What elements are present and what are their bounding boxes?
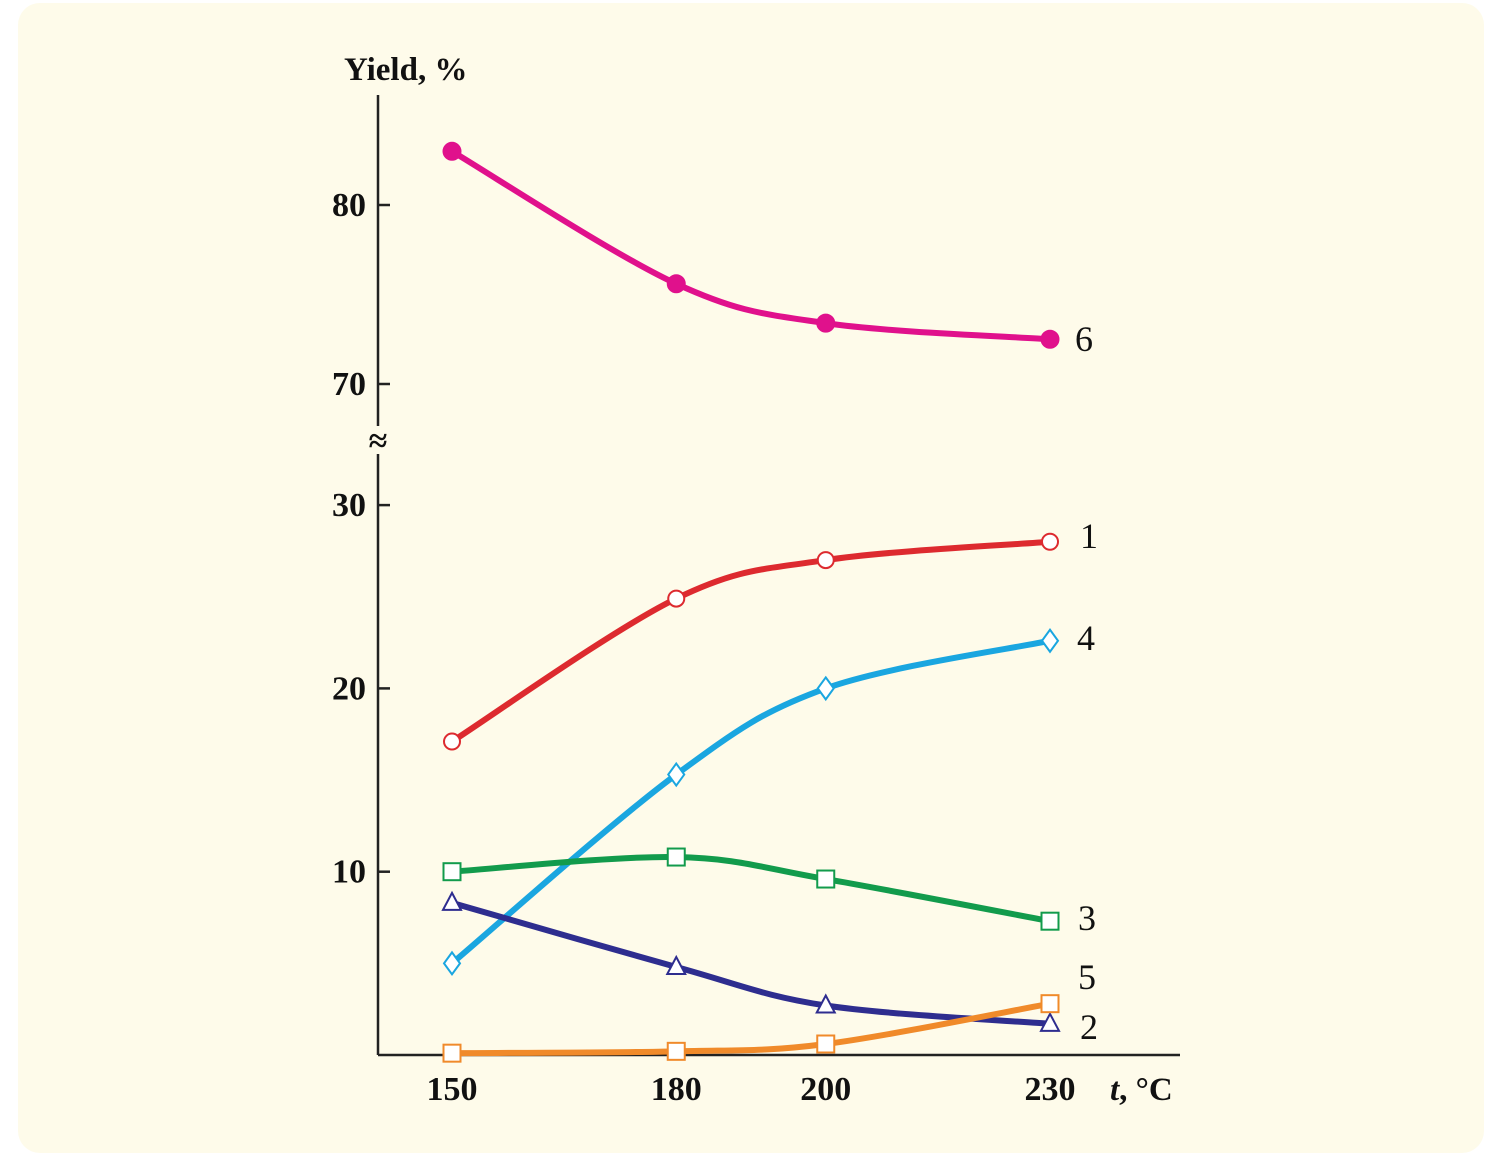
data-point: [667, 761, 686, 788]
data-point: [816, 675, 835, 702]
series-label: 2: [1080, 1007, 1098, 1047]
series-label: 3: [1078, 898, 1096, 938]
data-point: [442, 862, 462, 882]
y-tick-label: 70: [332, 366, 366, 403]
data-point: [666, 1041, 686, 1061]
series-layer: [441, 141, 1061, 1063]
series-line: [449, 637, 1053, 967]
y-tick-label: 10: [332, 854, 366, 891]
x-tick-label: 230: [1025, 1071, 1076, 1108]
x-axis-title: t, °C: [1110, 1072, 1173, 1108]
series-line: [449, 1000, 1053, 1057]
y-axis-title: Yield, %: [344, 52, 467, 88]
data-point: [1040, 329, 1060, 349]
series-6: [442, 141, 1060, 349]
data-point: [816, 313, 836, 333]
x-tick-label: 180: [651, 1071, 702, 1108]
data-point: [666, 274, 686, 294]
data-point: [1040, 628, 1060, 654]
data-point: [816, 1034, 836, 1054]
series-label: 4: [1077, 618, 1095, 658]
series-2: [442, 994, 1060, 1063]
series-line: [449, 148, 1053, 343]
series-line: [449, 853, 1053, 925]
data-point: [816, 869, 836, 889]
series-line: [449, 538, 1053, 745]
series-label: 1: [1080, 516, 1098, 556]
data-point: [815, 993, 837, 1014]
x-tick-label: 150: [427, 1071, 478, 1108]
data-point: [1041, 532, 1059, 551]
data-point: [442, 950, 462, 977]
data-point: [1039, 1011, 1061, 1032]
y-tick-label: 80: [332, 187, 366, 224]
y-tick-label: 20: [332, 670, 366, 707]
data-point: [667, 589, 686, 608]
series-1: [443, 532, 1059, 751]
data-point: [442, 141, 462, 161]
axes: ≈10 20 30 70 80 150 180 200 230 Yield, % t, °C: [332, 52, 1180, 1108]
series-label: 6: [1075, 319, 1093, 359]
series-3: [442, 847, 1060, 931]
labels-layer: 6 1 4 3 5 2: [1075, 319, 1098, 1047]
data-point: [443, 732, 461, 751]
series-line: [449, 899, 1053, 1027]
data-point: [1040, 911, 1060, 931]
y-axis-break-symbol: ≈: [369, 423, 388, 460]
chart-panel: [18, 3, 1484, 1153]
data-point: [1040, 994, 1060, 1014]
data-point: [816, 551, 835, 570]
y-tick-label: 30: [332, 487, 366, 524]
data-point: [442, 1043, 462, 1063]
data-point: [665, 954, 687, 976]
series-4: [442, 628, 1060, 977]
data-point: [666, 847, 686, 867]
x-tick-label: 200: [800, 1071, 851, 1108]
data-point: [441, 890, 463, 911]
series-label: 5: [1078, 957, 1096, 997]
series-5: [441, 890, 1061, 1032]
